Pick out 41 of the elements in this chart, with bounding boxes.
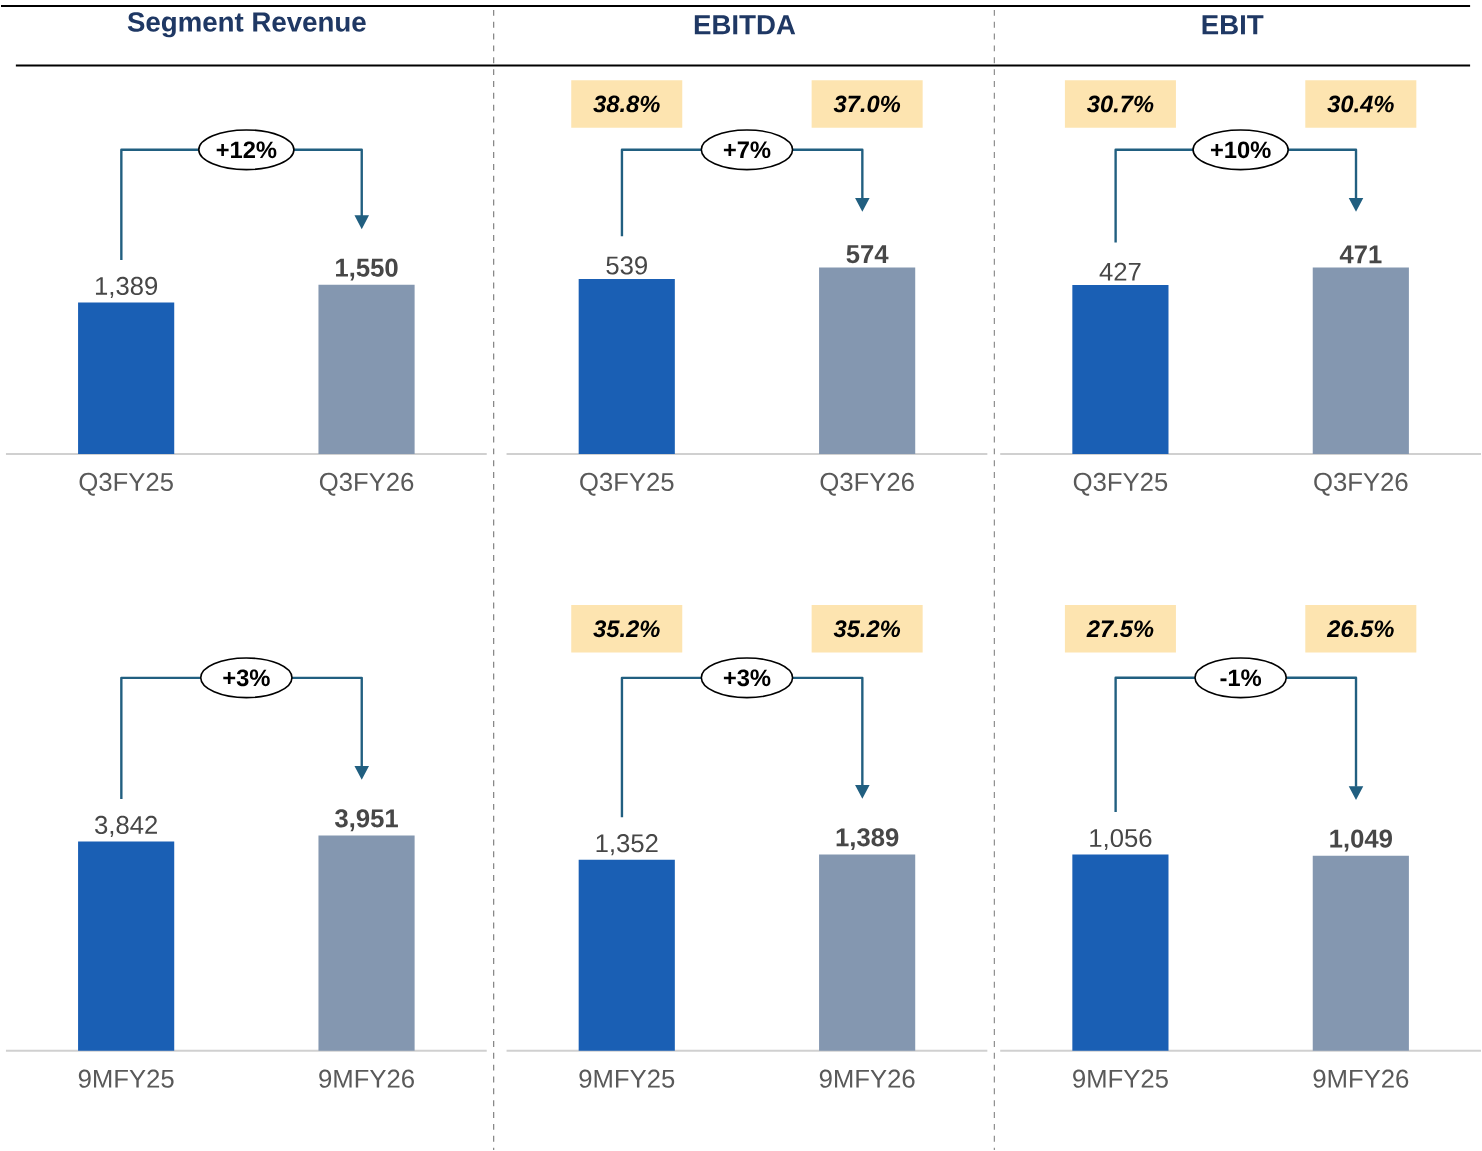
- x-tick-label: 9MFY25: [78, 1069, 174, 1088]
- x-tick-label: Q3FY26: [820, 472, 914, 496]
- chart-title: EBITDA: [694, 15, 796, 35]
- data-label: 1,389: [95, 276, 158, 299]
- data-label: 471: [1339, 245, 1382, 264]
- x-tick-label: Q3FY25: [580, 472, 674, 496]
- x-tick-label: Q3FY26: [1314, 472, 1408, 496]
- x-tick-label: Q3FY25: [1073, 472, 1168, 496]
- x-tick-label: 9MFY26: [1313, 1069, 1409, 1088]
- data-label: 3,842: [95, 815, 157, 838]
- text: +7%: [723, 141, 771, 159]
- text: 26.5%: [1326, 620, 1394, 638]
- data-label: 574: [846, 245, 889, 264]
- data-label: 1,049: [1330, 829, 1392, 852]
- data-label: 1,389: [836, 828, 899, 851]
- text: +10%: [1210, 141, 1271, 159]
- data-label: 3,951: [335, 809, 398, 832]
- text: +3%: [723, 669, 771, 687]
- x-tick-label: 9MFY25: [579, 1069, 675, 1088]
- text: 35.2%: [593, 620, 660, 638]
- x-tick-label: Q3FY25: [79, 472, 173, 496]
- x-tick-label: Q3FY26: [319, 472, 414, 496]
- data-label: 1,056: [1090, 828, 1152, 851]
- x-tick-label: 9MFY26: [819, 1069, 915, 1088]
- data-label: 1,352: [596, 834, 658, 856]
- chart-title: EBIT: [1202, 15, 1264, 35]
- data-label: 1,550: [336, 258, 398, 281]
- text: -1%: [1220, 669, 1262, 687]
- text: 27.5%: [1086, 620, 1154, 638]
- x-tick-label: 9MFY26: [319, 1069, 414, 1088]
- text: +3%: [223, 669, 270, 687]
- text: +12%: [216, 141, 277, 159]
- text: 30.4%: [1327, 95, 1394, 113]
- x-tick-label: 9MFY25: [1073, 1069, 1168, 1088]
- text: 30.7%: [1087, 95, 1154, 113]
- data-label: 427: [1099, 262, 1141, 281]
- chart-title: Segment Revenue: [127, 12, 366, 38]
- text: 35.2%: [833, 620, 901, 638]
- text: 38.8%: [593, 95, 660, 113]
- text: 37.0%: [833, 95, 901, 113]
- data-label: 539: [606, 256, 647, 275]
